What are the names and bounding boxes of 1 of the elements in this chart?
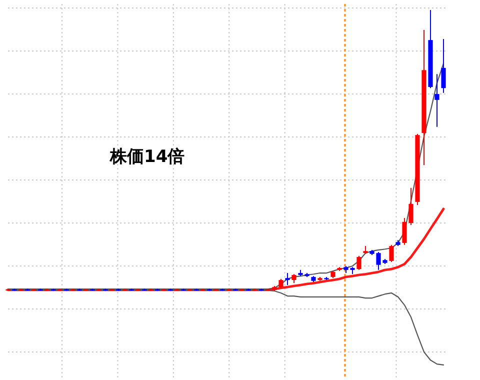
annotation: 株価14倍 — [109, 147, 185, 167]
